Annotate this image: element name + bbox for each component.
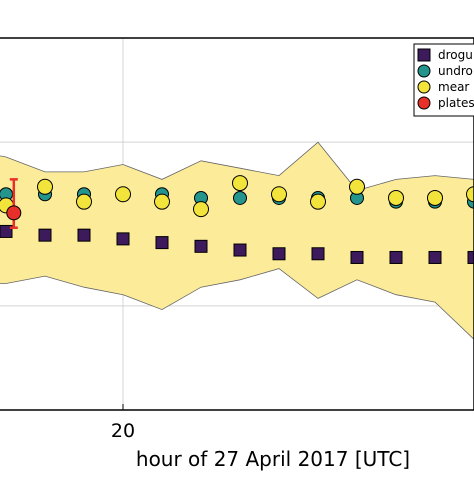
drogued-marker [78, 229, 90, 241]
legend-label: undro [438, 64, 473, 78]
legend-marker-square [418, 49, 430, 61]
mean-marker [155, 194, 170, 209]
drogued-marker [273, 248, 285, 260]
undrogued-marker [234, 191, 247, 204]
drogued-marker [429, 251, 441, 263]
drogued-marker [390, 251, 402, 263]
drogued-marker [195, 240, 207, 252]
drogued-marker [156, 237, 168, 249]
mean-marker [428, 190, 443, 205]
mean-marker [38, 179, 53, 194]
legend-marker-circle [418, 97, 430, 109]
legend: drogu undro mear plates [414, 44, 474, 116]
legend-label: mear [438, 80, 469, 94]
drogued-marker [312, 248, 324, 260]
drogued-marker [468, 251, 474, 263]
mean-marker [350, 179, 365, 194]
drogued-marker [117, 233, 129, 245]
legend-marker-circle [418, 65, 430, 77]
mean-marker [77, 194, 92, 209]
mean-marker [233, 176, 248, 191]
mean-marker [311, 194, 326, 209]
legend-label: plates [438, 96, 474, 110]
mean-marker [389, 190, 404, 205]
mean-marker [116, 187, 131, 202]
legend-marker-circle [418, 81, 430, 93]
drogued-marker [351, 251, 363, 263]
drogued-marker [234, 244, 246, 256]
plates-marker [7, 206, 21, 220]
drogued-marker [39, 229, 51, 241]
mean-marker [272, 187, 287, 202]
x-axis-label: hour of 27 April 2017 [UTC] [136, 447, 410, 471]
x-tick-label: 20 [111, 420, 135, 442]
legend-label: drogu [438, 48, 473, 62]
mean-marker [194, 202, 209, 217]
